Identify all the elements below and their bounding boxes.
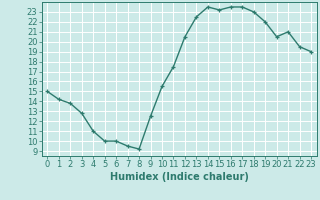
- X-axis label: Humidex (Indice chaleur): Humidex (Indice chaleur): [110, 172, 249, 182]
